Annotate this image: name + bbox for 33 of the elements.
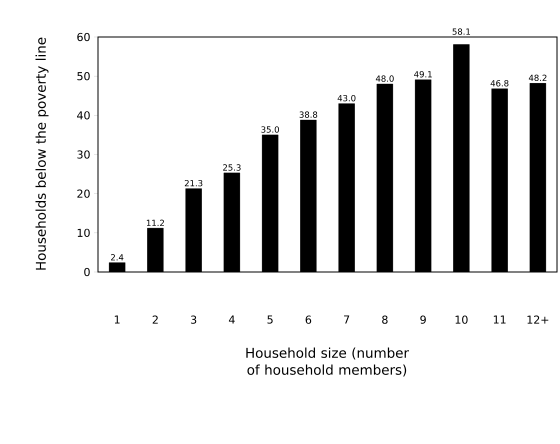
y-tick-label: 20	[77, 190, 90, 198]
x-tick-label: 1	[114, 316, 120, 324]
data-label: 35.0	[261, 126, 279, 133]
x-tick-label: 3	[190, 316, 196, 324]
y-tick-label: 0	[84, 268, 90, 276]
x-tick-label: 7	[344, 316, 350, 324]
data-label: 48.2	[528, 74, 546, 82]
data-label: 58.1	[452, 28, 470, 35]
y-tick-label: 40	[77, 111, 90, 120]
y-tick-label: 30	[77, 150, 90, 159]
y-tick-label: 50	[77, 72, 90, 80]
data-label: 43.0	[338, 94, 356, 102]
data-label: 38.8	[300, 111, 318, 118]
x-tick-label: 4	[228, 316, 235, 324]
data-label: 46.8	[490, 80, 508, 87]
x-tick-label: 10	[456, 316, 468, 324]
x-tick-label: 6	[306, 316, 312, 324]
data-label: 21.3	[184, 180, 202, 186]
x-tick-label: 11	[494, 316, 506, 324]
data-label: 49.1	[414, 71, 432, 78]
y-tick-label: 10	[78, 228, 90, 237]
x-tick-label: 9	[420, 316, 426, 324]
x-tick-label: 12+	[528, 316, 548, 324]
y-axis-title: Households below the poverty line	[35, 38, 49, 270]
y-tick-label: 60	[77, 32, 90, 42]
x-tick-label: 8	[382, 316, 388, 324]
data-label: 25.3	[223, 164, 241, 171]
data-label: 11.2	[146, 220, 164, 226]
x-axis-title: Household size (number of household members)	[246, 348, 409, 376]
data-label: 2.4	[111, 254, 124, 260]
x-tick-label: 5	[267, 316, 273, 324]
x-tick-label: 2	[152, 316, 158, 324]
data-label: 48.0	[376, 75, 394, 82]
